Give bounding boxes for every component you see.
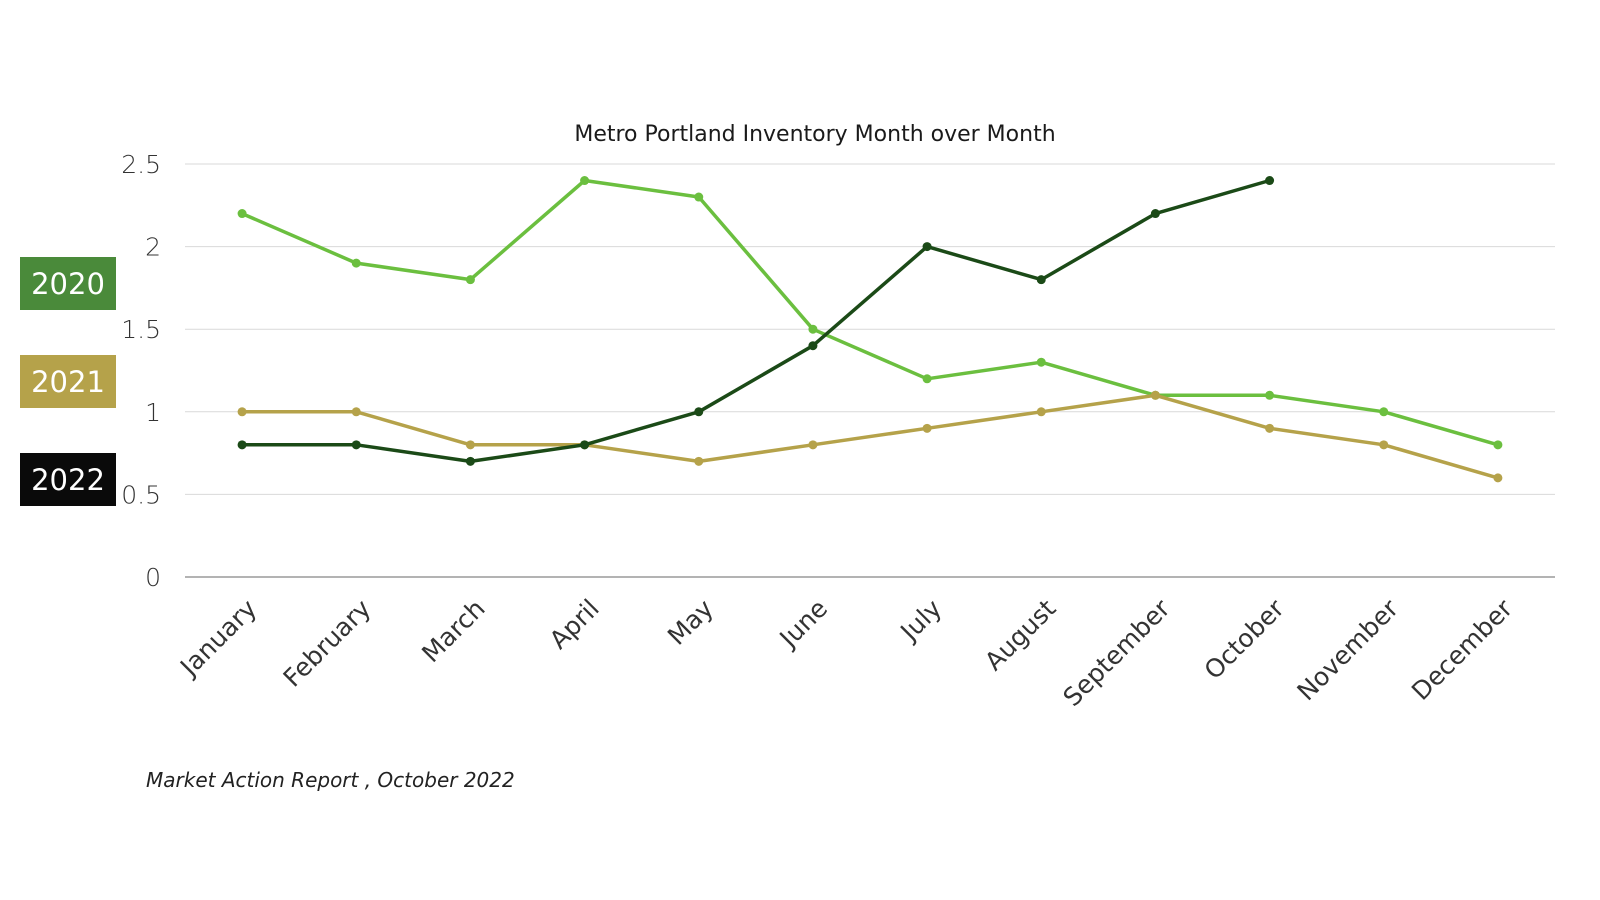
data-point-2020-december: [1493, 440, 1503, 450]
series-line-2020: [240, 178, 1500, 447]
x-tick-label: February: [278, 594, 377, 693]
data-point-2022-october: [1265, 176, 1275, 186]
data-point-2022-may: [694, 407, 704, 417]
legend-2022-label: 2022: [31, 462, 105, 497]
data-point-2021-march: [465, 440, 475, 450]
legend-2021: 2021: [20, 355, 116, 408]
data-point-2021-august: [1036, 407, 1046, 417]
data-point-2022-april: [580, 440, 590, 450]
x-tick-label: June: [773, 594, 833, 654]
data-point-2021-october: [1265, 423, 1275, 433]
data-point-2022-august: [1036, 275, 1046, 285]
y-tick-label: 1: [145, 398, 161, 427]
grid-lines: [185, 163, 1555, 578]
x-tick-label: December: [1406, 593, 1519, 706]
data-point-2020-november: [1379, 407, 1389, 417]
x-axis-ticks: January February March April May June July Augu…: [173, 593, 1518, 712]
y-tick-label: 2: [145, 233, 161, 262]
series-lines: [237, 176, 1503, 483]
legend-2022: 2022: [20, 453, 116, 506]
data-point-2021-november: [1379, 440, 1389, 450]
x-tick-label: August: [979, 594, 1062, 677]
y-tick-label: 0: [145, 563, 161, 592]
x-tick-label: January: [173, 594, 262, 683]
data-point-2022-july: [922, 242, 932, 252]
data-point-2021-december: [1493, 473, 1503, 483]
y-axis-ticks: 0 0.5 1 1.5 2 2.5: [121, 150, 161, 592]
chart-title: Metro Portland Inventory Month over Mont…: [574, 122, 1055, 147]
series-2022: [237, 176, 1275, 466]
series-2021: [237, 390, 1503, 483]
data-point-2022-january: [237, 440, 247, 450]
y-tick-label: 2.5: [121, 150, 161, 179]
legend-2021-label: 2021: [31, 364, 105, 399]
data-point-2020-july: [922, 374, 932, 384]
data-point-2021-september: [1150, 390, 1160, 400]
data-point-2020-march: [465, 275, 475, 285]
x-tick-label: March: [416, 594, 490, 668]
data-point-2021-june: [808, 440, 818, 450]
x-tick-label: July: [894, 594, 948, 648]
data-point-2022-september: [1150, 209, 1160, 219]
data-point-2021-january: [237, 407, 247, 417]
data-point-2022-february: [351, 440, 361, 450]
data-point-2020-may: [694, 192, 704, 202]
data-point-2022-june: [808, 341, 818, 351]
data-point-2021-july: [922, 423, 932, 433]
data-point-2020-january: [237, 209, 247, 219]
data-point-2020-february: [351, 258, 361, 268]
legend-2020: 2020: [20, 257, 116, 310]
data-point-2020-august: [1036, 357, 1046, 367]
data-point-2021-february: [351, 407, 361, 417]
data-point-2022-march: [465, 456, 475, 466]
data-point-2020-june: [808, 324, 818, 334]
x-tick-label: September: [1057, 593, 1176, 712]
series-2020: [237, 176, 1503, 450]
series-line-2022: [240, 178, 1272, 464]
source-caption: Market Action Report , October 2022: [146, 768, 515, 792]
data-point-2020-april: [580, 176, 590, 186]
data-point-2021-may: [694, 456, 704, 466]
x-tick-label: May: [662, 594, 719, 651]
x-tick-label: November: [1292, 593, 1405, 706]
data-point-2020-october: [1265, 390, 1275, 400]
x-tick-label: April: [544, 594, 605, 655]
y-tick-label: 0.5: [121, 480, 161, 509]
y-tick-label: 1.5: [121, 315, 161, 344]
series-line-2021: [240, 393, 1500, 480]
x-tick-label: October: [1199, 593, 1291, 685]
legend-2020-label: 2020: [31, 266, 105, 301]
